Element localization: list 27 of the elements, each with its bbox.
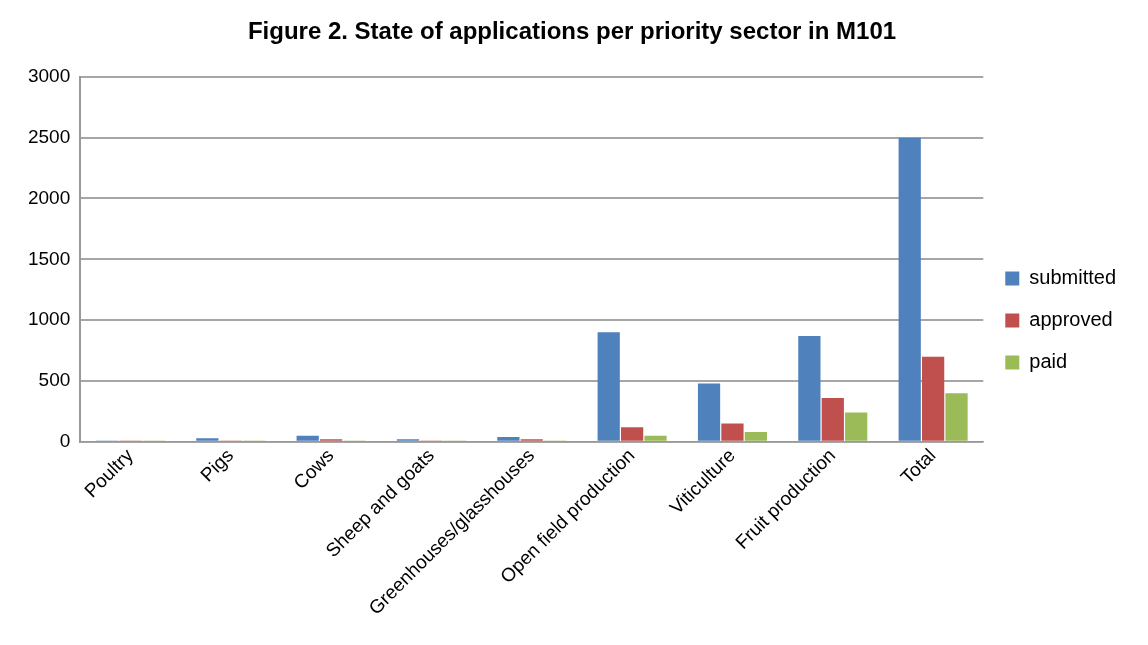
bar: [721, 423, 744, 441]
legend-label: paid: [1029, 350, 1068, 373]
bar: [497, 436, 520, 441]
y-tick-label: 2500: [27, 125, 71, 147]
y-tick-label: 2000: [27, 186, 71, 208]
y-tick-label: 1000: [27, 308, 71, 330]
bar: [697, 383, 721, 441]
bar: [296, 435, 319, 441]
bar: [821, 398, 844, 441]
bar: [744, 432, 767, 441]
bar: [798, 335, 821, 441]
bar: [644, 435, 667, 441]
bar: [945, 393, 968, 441]
chart-title: Figure 2. State of applications per priority sector in M101: [247, 17, 897, 45]
y-tick-label: 1500: [27, 247, 71, 269]
bar: [898, 137, 921, 441]
bar: [597, 332, 620, 441]
y-tick-label: 0: [59, 430, 71, 452]
legend-label: submitted: [1029, 266, 1117, 289]
bar: [922, 356, 945, 441]
y-tick-label: 500: [38, 369, 71, 391]
legend-label: approved: [1029, 308, 1113, 331]
x-tick-label: Pigs: [196, 444, 238, 486]
bar: [845, 412, 868, 441]
bar: [621, 427, 644, 441]
bar: [196, 438, 219, 441]
y-tick-label: 3000: [27, 65, 71, 87]
